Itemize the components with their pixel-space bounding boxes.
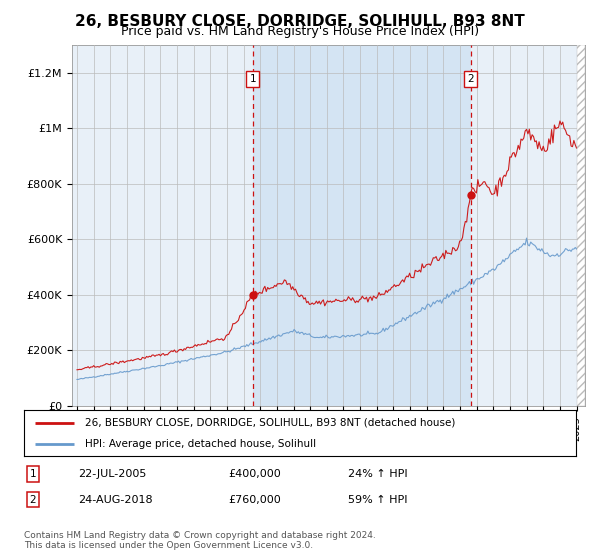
Text: 26, BESBURY CLOSE, DORRIDGE, SOLIHULL, B93 8NT (detached house): 26, BESBURY CLOSE, DORRIDGE, SOLIHULL, B… — [85, 418, 455, 428]
Text: Contains HM Land Registry data © Crown copyright and database right 2024.
This d: Contains HM Land Registry data © Crown c… — [24, 531, 376, 550]
Text: 59% ↑ HPI: 59% ↑ HPI — [348, 494, 407, 505]
Text: £760,000: £760,000 — [228, 494, 281, 505]
Text: HPI: Average price, detached house, Solihull: HPI: Average price, detached house, Soli… — [85, 439, 316, 449]
Text: 24-AUG-2018: 24-AUG-2018 — [78, 494, 152, 505]
Text: £400,000: £400,000 — [228, 469, 281, 479]
Bar — [253, 45, 471, 406]
Text: 1: 1 — [29, 469, 37, 479]
Text: 2: 2 — [467, 74, 474, 84]
Text: 24% ↑ HPI: 24% ↑ HPI — [348, 469, 407, 479]
Text: Price paid vs. HM Land Registry's House Price Index (HPI): Price paid vs. HM Land Registry's House … — [121, 25, 479, 38]
Text: 22-JUL-2005: 22-JUL-2005 — [78, 469, 146, 479]
Text: 2: 2 — [29, 494, 37, 505]
Text: 1: 1 — [250, 74, 256, 84]
Text: 26, BESBURY CLOSE, DORRIDGE, SOLIHULL, B93 8NT: 26, BESBURY CLOSE, DORRIDGE, SOLIHULL, B… — [75, 14, 525, 29]
